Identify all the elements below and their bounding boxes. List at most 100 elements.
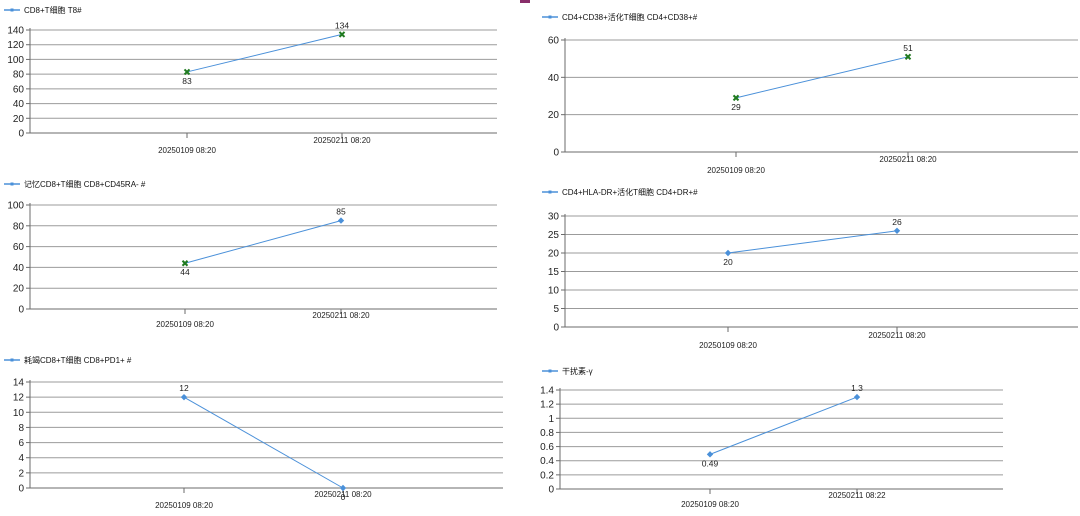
x-tick-label: 20250211 08:20 [314,490,372,499]
data-label: 44 [180,267,190,277]
legend-label: 干扰素-γ [562,366,593,376]
legend-label: 耗竭CD8+T细胞 CD8+PD1+ # [24,355,132,365]
y-tick-label: 5 [553,304,559,315]
legend-marker-swatch [548,190,552,194]
chart-svg-6: 干扰素-γ 0 0.2 0.4 0.6 0.8 1 1.2 1.4 20250109 08:20 2… [540,366,1003,509]
y-tick-label: 100 [7,201,24,212]
chart-svg-1: CD8+T细胞 T8# 0 20 40 60 80 100 120 140 20250109 08… [4,5,497,155]
x-marker-stroke [181,260,189,267]
data-point-diamond-marker[interactable] [180,393,188,401]
x-marker-stroke [732,94,740,102]
chart-svg-5: 耗竭CD8+T细胞 CD8+PD1+ # 0 2 4 6 8 10 12 14 20250109 … [4,355,503,510]
y-tick-label: 40 [548,73,560,84]
chart-panel-5: 耗竭CD8+T细胞 CD8+PD1+ # 0 2 4 6 8 10 12 14 20250109 … [0,338,520,516]
y-tick-label: 0.4 [540,456,554,467]
x-tick-label: 20250109 08:20 [707,166,765,175]
y-tick-label: 30 [548,212,560,223]
legend-label: 记忆CD8+T细胞 CD8+CD45RA- # [24,179,146,189]
chart-svg-2: CD4+CD38+活化T细胞 CD4+CD38+# 0 20 40 60 20250109… [542,12,1078,175]
legend-label: CD8+T细胞 T8# [24,5,82,15]
x-marker-stroke [904,53,912,61]
legend-label: CD4+HLA-DR+活化T细胞 CD4+DR+# [562,187,698,197]
data-label: 0.49 [702,458,719,468]
y-tick-label: 0 [548,485,554,496]
chart-svg-4: CD4+HLA-DR+活化T细胞 CD4+DR+# 0 5 10 15 20 25 30 202… [542,187,1078,350]
y-tick-label: 25 [548,230,560,241]
data-label: 85 [336,207,346,217]
legend[interactable]: 干扰素-γ [542,366,593,376]
y-tick-label: 14 [13,378,25,389]
chart-panel-4: CD4+HLA-DR+活化T细胞 CD4+DR+# 0 5 10 15 20 25 30 202… [530,182,1080,352]
data-point-diamond-marker[interactable] [339,484,347,492]
y-tick-label: 1 [548,414,554,425]
y-tick-label: 20 [13,284,25,295]
data-point-diamond-marker[interactable] [893,227,901,234]
legend-marker-swatch [548,369,552,373]
data-point-x-marker[interactable] [181,260,189,267]
y-tick-label: 40 [13,263,25,274]
data-label: 12 [179,383,189,393]
y-tick-label: 100 [7,55,24,66]
data-point-diamond-marker[interactable] [724,249,732,257]
legend[interactable]: 耗竭CD8+T细胞 CD8+PD1+ # [4,355,132,365]
legend-label: CD4+CD38+活化T细胞 CD4+CD38+# [562,12,698,22]
x-tick-label: 20250211 08:22 [828,491,886,500]
series-line[interactable] [735,56,909,99]
data-point-x-marker[interactable] [732,94,740,102]
data-point-diamond-marker[interactable] [337,217,345,224]
data-label: 51 [903,43,913,53]
data-point-x-marker[interactable] [183,68,191,76]
y-tick-label: 10 [13,408,25,419]
data-point-x-marker[interactable] [338,31,346,38]
series-line[interactable] [186,33,343,73]
y-tick-label: 80 [13,70,25,81]
series-line[interactable] [709,396,858,455]
y-tick-label: 120 [7,40,24,51]
legend[interactable]: CD4+HLA-DR+活化T细胞 CD4+DR+# [542,187,698,197]
series-line[interactable] [183,396,344,489]
data-point-diamond-marker[interactable] [853,393,861,401]
y-tick-label: 2 [18,468,24,479]
y-tick-label: 80 [13,221,25,232]
y-tick-label: 0 [18,305,24,316]
y-tick-label: 0 [18,129,24,140]
data-label: 134 [335,20,349,30]
series-line[interactable] [184,220,342,264]
x-tick-label: 20250109 08:20 [158,146,216,155]
legend-marker-swatch [10,358,14,362]
legend[interactable]: 记忆CD8+T细胞 CD8+CD45RA- # [4,179,146,189]
y-tick-label: 20 [548,249,560,260]
data-point-x-marker[interactable] [904,53,912,61]
x-tick-label: 20250211 08:20 [312,311,370,320]
y-tick-label: 1.2 [540,400,554,411]
y-tick-label: 20 [548,110,560,121]
data-label: 26 [892,217,902,227]
chart-svg-3: 记忆CD8+T细胞 CD8+CD45RA- # 0 20 40 60 80 100 20250… [4,179,497,329]
legend-marker-swatch [548,15,552,19]
x-marker-stroke [183,68,191,76]
y-tick-label: 8 [18,423,24,434]
chart-panel-6: 干扰素-γ 0 0.2 0.4 0.6 0.8 1 1.2 1.4 20250109 08:20 2… [530,352,1080,516]
legend[interactable]: CD4+CD38+活化T细胞 CD4+CD38+# [542,12,698,22]
y-tick-label: 0 [553,323,559,334]
data-label: 0 [341,492,346,502]
chart-panel-2: CD4+CD38+活化T细胞 CD4+CD38+# 0 20 40 60 20250109… [530,0,1080,182]
series-line[interactable] [727,230,898,254]
chart-panel-3: 记忆CD8+T细胞 CD8+CD45RA- # 0 20 40 60 80 100 20250… [0,170,520,338]
data-label: 29 [731,102,741,112]
legend-marker-swatch [10,182,14,186]
y-tick-label: 0.2 [540,470,554,481]
y-tick-label: 15 [548,267,560,278]
data-point-diamond-marker[interactable] [706,451,714,458]
y-tick-label: 40 [13,99,25,110]
legend[interactable]: CD8+T细胞 T8# [4,5,82,15]
x-tick-label: 20250109 08:20 [155,501,213,510]
x-tick-label: 20250109 08:20 [699,341,757,350]
x-tick-label: 20250109 08:20 [156,320,214,329]
y-tick-label: 1.4 [540,386,554,397]
y-tick-label: 60 [13,242,25,253]
x-marker-stroke [338,31,346,38]
y-tick-label: 10 [548,286,560,297]
data-label: 1.3 [851,383,863,393]
y-tick-label: 140 [7,26,24,37]
